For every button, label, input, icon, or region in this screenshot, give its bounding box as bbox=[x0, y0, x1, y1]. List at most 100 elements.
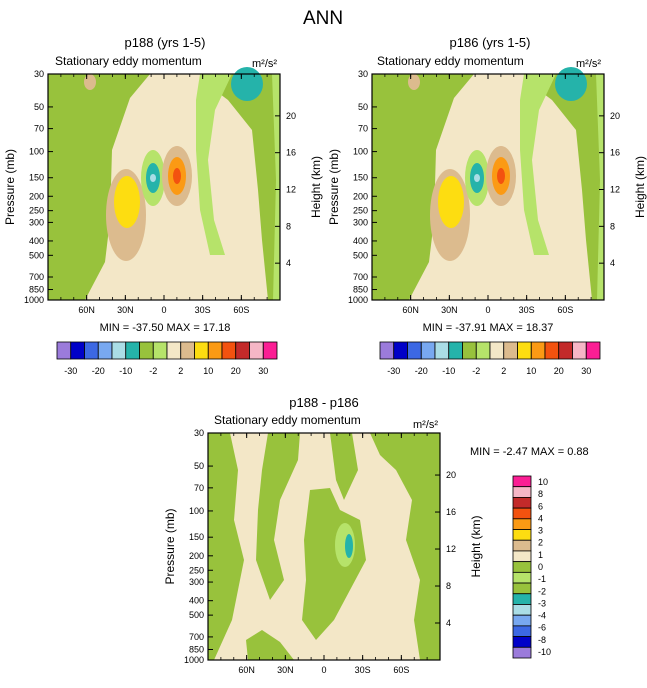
panel-stats: MIN = -2.47 MAX = 0.88 bbox=[470, 446, 589, 458]
y-tick-label: 300 bbox=[353, 217, 368, 227]
colorbar-label: 30 bbox=[581, 366, 591, 376]
colorbar-swatch bbox=[489, 341, 505, 360]
colorbar-swatch bbox=[475, 341, 491, 360]
colorbar-swatch bbox=[393, 341, 408, 360]
height-tick-label: 8 bbox=[610, 221, 615, 231]
colorbar-swatch bbox=[221, 341, 237, 360]
height-tick-label: 4 bbox=[286, 258, 291, 268]
y-tick-label: 70 bbox=[194, 483, 204, 493]
anomaly-redorange bbox=[497, 168, 505, 184]
colorbar-swatch bbox=[512, 561, 532, 573]
band-green-sh bbox=[200, 74, 280, 300]
height-axis-label: Height (km) bbox=[309, 156, 323, 218]
x-tick-label: 60N bbox=[402, 305, 419, 315]
axes: 60N 30N 0 30S 60S305070100150200250300400500… bbox=[327, 69, 647, 315]
anomaly-yellow bbox=[438, 176, 464, 228]
colorbar-label: 1 bbox=[538, 550, 543, 560]
panel-units: m²/s² bbox=[413, 419, 438, 431]
colorbar-label: -30 bbox=[64, 366, 77, 376]
height-tick-label: 12 bbox=[446, 544, 456, 554]
colorbar-label: 2 bbox=[178, 366, 183, 376]
colorbar-swatch bbox=[512, 475, 532, 488]
x-tick-label: 60S bbox=[557, 305, 573, 315]
anomaly-ltblue bbox=[474, 174, 480, 182]
panel-subtitle: Stationary eddy momentum bbox=[55, 54, 202, 68]
height-tick-label: 12 bbox=[286, 185, 296, 195]
anomaly-yellow bbox=[114, 176, 140, 228]
band-ltgreen-sh bbox=[520, 74, 556, 255]
colorbar-swatch bbox=[97, 341, 113, 360]
contour-plot bbox=[47, 67, 281, 301]
y-tick-label: 150 bbox=[29, 173, 44, 183]
y-tick-label: 50 bbox=[34, 102, 44, 112]
colorbar-swatch bbox=[84, 341, 99, 360]
y-tick-label: 700 bbox=[189, 632, 204, 642]
colorbar-swatch bbox=[512, 614, 532, 627]
y-tick-label: 700 bbox=[29, 272, 44, 282]
contour-plot bbox=[371, 67, 605, 301]
anomaly-sand-upper bbox=[408, 74, 420, 90]
y-tick-label: 50 bbox=[194, 461, 204, 471]
colorbar-swatch bbox=[448, 341, 463, 360]
y-tick-label: 70 bbox=[34, 124, 44, 134]
x-tick-label: 0 bbox=[485, 305, 490, 315]
y-tick-label: 300 bbox=[189, 577, 204, 587]
axes: 60N 30N 0 30S 60S305070100150200250300400500… bbox=[163, 428, 483, 675]
y-tick-label: 200 bbox=[189, 551, 204, 561]
y-tick-label: 500 bbox=[189, 610, 204, 620]
colorbar-swatch bbox=[512, 497, 532, 509]
y-tick-label: 100 bbox=[29, 147, 44, 157]
colorbar-p186: -30 -20 -10 -2 2 10 20 30 bbox=[379, 341, 601, 376]
colorbar-swatch bbox=[512, 550, 532, 563]
height-tick-label: 16 bbox=[446, 507, 456, 517]
axes: 60N 30N 0 30S 60S305070100150200250300400500… bbox=[3, 69, 323, 315]
panel-diff: p188 - p186 Stationary eddy momentum m²/… bbox=[163, 395, 589, 675]
panel-p186: p186 (yrs 1-5) Stationary eddy momentum … bbox=[327, 35, 647, 334]
band-green-nh bbox=[372, 74, 474, 300]
colorbar-label: -10 bbox=[538, 647, 551, 657]
colorbar-label: 4 bbox=[538, 513, 543, 523]
colorbar-swatch bbox=[512, 518, 532, 530]
colorbar-label: -3 bbox=[538, 598, 546, 608]
y-tick-label: 400 bbox=[189, 596, 204, 606]
height-tick-label: 4 bbox=[610, 258, 615, 268]
band-ltgreen-edge bbox=[272, 74, 280, 300]
colorbar-label: 10 bbox=[526, 366, 536, 376]
colorbar-swatch bbox=[235, 341, 250, 360]
colorbar-swatch bbox=[512, 486, 532, 498]
colorbar-swatch bbox=[180, 341, 195, 360]
colorbar-swatch bbox=[70, 341, 85, 360]
y-tick-label: 850 bbox=[29, 285, 44, 295]
colorbar-label: 2 bbox=[501, 366, 506, 376]
colorbar-swatch bbox=[512, 625, 532, 637]
colorbar-swatch bbox=[558, 341, 573, 360]
colorbar-swatch bbox=[512, 529, 532, 541]
colorbar-swatch bbox=[152, 341, 168, 360]
colorbar-swatch bbox=[512, 507, 532, 520]
height-tick-label: 20 bbox=[446, 470, 456, 480]
height-tick-label: 8 bbox=[286, 221, 291, 231]
panel-units: m²/s² bbox=[252, 58, 277, 70]
colorbar-swatch bbox=[585, 341, 601, 360]
y-tick-label: 30 bbox=[194, 428, 204, 438]
x-tick-label: 30S bbox=[355, 665, 371, 675]
colorbar-label: -6 bbox=[538, 623, 546, 633]
anomaly-sand-upper bbox=[84, 74, 96, 90]
height-axis-label: Height (km) bbox=[633, 156, 647, 218]
colorbar-label: 20 bbox=[231, 366, 241, 376]
y-tick-label: 400 bbox=[353, 236, 368, 246]
height-tick-label: 16 bbox=[610, 148, 620, 158]
y-tick-label: 300 bbox=[29, 217, 44, 227]
colorbar-swatch bbox=[512, 582, 532, 595]
colorbar-label: -1 bbox=[538, 574, 546, 584]
colorbar-swatch bbox=[379, 341, 395, 360]
height-tick-label: 8 bbox=[446, 581, 451, 591]
y-tick-label: 50 bbox=[358, 102, 368, 112]
y-tick-label: 1000 bbox=[184, 655, 204, 665]
band-ltgreen-sh bbox=[196, 74, 232, 255]
panel-title: p188 (yrs 1-5) bbox=[125, 35, 206, 50]
colorbar-label: -2 bbox=[538, 586, 546, 596]
colorbar-p188: -30 -20 -10 -2 2 10 20 30 bbox=[56, 341, 278, 376]
colorbar-label: -20 bbox=[415, 366, 428, 376]
